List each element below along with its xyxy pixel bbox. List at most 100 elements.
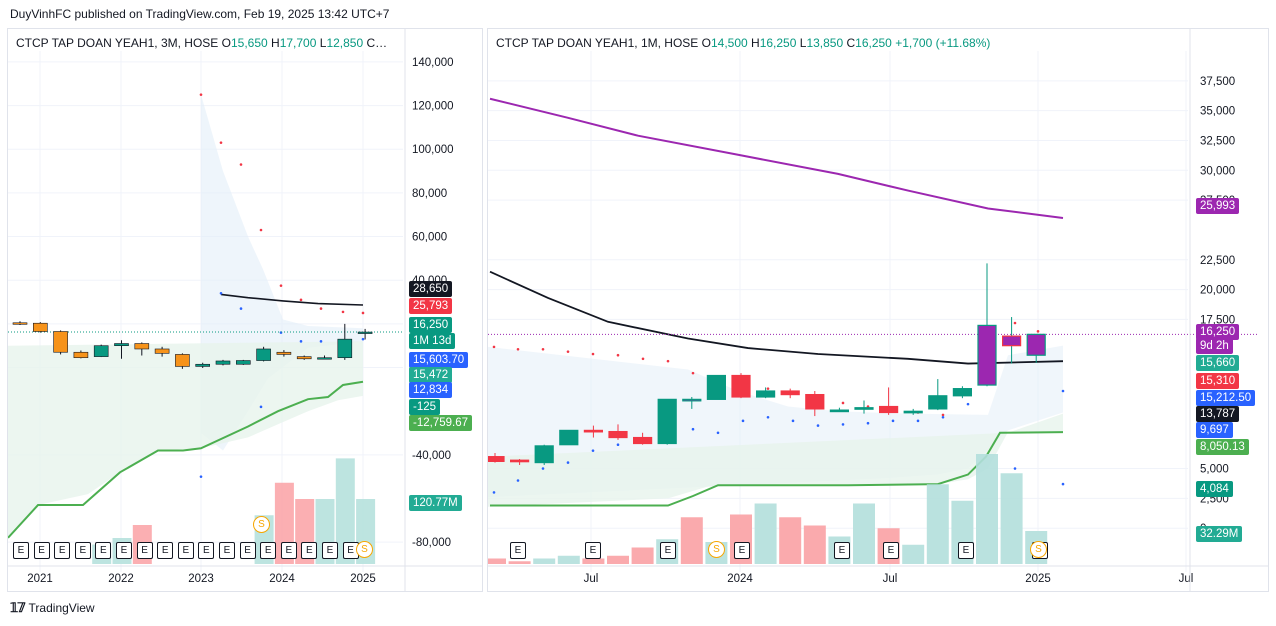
candle-body	[1026, 333, 1046, 356]
lower-dot	[616, 443, 620, 446]
lower-dot	[1061, 389, 1065, 393]
earnings-badge-icon[interactable]: E	[13, 542, 29, 559]
earnings-badge-icon[interactable]: E	[660, 542, 676, 559]
earnings-badge-icon[interactable]: E	[116, 542, 132, 559]
earnings-badge-icon[interactable]: E	[177, 542, 194, 559]
moving-average-black	[220, 293, 364, 306]
candle-body	[154, 348, 170, 354]
candle-body	[805, 393, 825, 410]
lower-dot	[361, 337, 365, 341]
symbol-label[interactable]: CTCP TAP DOAN YEAH1, 1M, HOSE	[496, 36, 699, 50]
earnings-badge-icon[interactable]: E	[136, 542, 153, 559]
earnings-badge-icon[interactable]: E	[883, 542, 899, 559]
earnings-badge-icon[interactable]: E	[734, 542, 750, 559]
candle-body	[633, 436, 653, 445]
moving-average-purple	[489, 97, 1064, 220]
earnings-badge-icon[interactable]: E	[834, 542, 850, 559]
chart-panel-3m[interactable]: CTCP TAP DOAN YEAH1, 3M, HOSE O15,650 H1…	[7, 28, 483, 592]
lower-dot	[1061, 482, 1065, 486]
price-axis-label: 32,500	[1200, 135, 1235, 147]
candle-body	[583, 429, 604, 433]
earnings-badge-icon[interactable]: E	[280, 542, 297, 559]
price-tag: 15,660	[1196, 355, 1240, 371]
chart-panel-1m[interactable]: CTCP TAP DOAN YEAH1, 1M, HOSE O14,500 H1…	[487, 28, 1269, 592]
candle-body	[780, 390, 800, 396]
sar-dot	[199, 93, 203, 96]
low-key: L	[319, 36, 327, 50]
earnings-badge-icon[interactable]: E	[219, 542, 235, 559]
candle-body	[53, 331, 68, 353]
volume-bar	[335, 458, 355, 564]
earnings-badge-icon[interactable]: E	[585, 542, 601, 559]
footer-brand[interactable]: 𝟙𝟟 TradingView	[10, 600, 95, 616]
lower-dot	[541, 467, 545, 470]
sar-dot	[566, 350, 570, 353]
dividend-badge-icon[interactable]: S	[253, 516, 270, 533]
support-band	[8, 341, 363, 538]
earnings-badge-icon[interactable]: E	[510, 542, 526, 559]
tradingview-logo-icon: 𝟙𝟟	[10, 600, 26, 615]
price-tag: 32.29M	[1196, 526, 1243, 542]
volume-bar	[680, 517, 703, 564]
symbol-label[interactable]: CTCP TAP DOAN YEAH1, 3M, HOSE	[16, 36, 219, 50]
earnings-badge-icon[interactable]: E	[33, 542, 50, 559]
lower-dot	[299, 340, 303, 343]
sar-dot	[941, 413, 945, 417]
price-axis-label: 120,000	[412, 101, 454, 113]
candle-body	[93, 345, 109, 357]
earnings-badge-icon[interactable]: E	[301, 542, 318, 559]
earnings-badge-icon[interactable]: E	[74, 542, 91, 559]
earnings-badge-icon[interactable]: E	[95, 542, 112, 559]
earnings-badge-icon[interactable]: E	[958, 542, 974, 559]
sar-dot	[341, 310, 345, 314]
volume-bar	[488, 558, 506, 564]
candle-body	[928, 395, 948, 410]
lower-dot	[741, 419, 745, 423]
price-tag: -12,759.67	[409, 415, 472, 431]
lower-dot	[591, 449, 595, 452]
time-axis-label: 2024	[269, 573, 295, 585]
candle-body	[879, 405, 899, 414]
candle-body	[296, 356, 312, 360]
candle-body	[195, 363, 210, 367]
candle-body	[256, 348, 271, 361]
earnings-badge-icon[interactable]: E	[260, 542, 277, 559]
high-key: H	[271, 36, 280, 50]
price-tag: 15,603.70	[409, 352, 469, 368]
close-key: C	[846, 36, 856, 50]
candle-body	[756, 390, 776, 398]
price-axis-label: 35,000	[1200, 106, 1235, 118]
time-axis-label: 2022	[108, 573, 134, 585]
earnings-badge-icon[interactable]: E	[54, 542, 71, 559]
price-axis-label: 37,500	[1200, 76, 1235, 88]
dividend-badge-icon[interactable]: S	[1030, 541, 1047, 558]
lower-dot	[766, 415, 770, 419]
earnings-badge-icon[interactable]: E	[157, 542, 174, 559]
sar-dot	[259, 228, 263, 232]
earnings-badge-icon[interactable]: E	[239, 542, 256, 559]
price-axis-label: 20,000	[1200, 285, 1235, 297]
dividend-badge-icon[interactable]: S	[356, 541, 373, 558]
price-chart-3m[interactable]: 140,000120,000100,00080,00060,00040,0002…	[8, 29, 482, 591]
price-axis-label: 22,500	[1200, 255, 1235, 267]
sar-dot	[641, 357, 645, 361]
volume-bar	[803, 525, 826, 564]
low-key: L	[799, 36, 807, 50]
candle-body	[236, 360, 251, 365]
earnings-badge-icon[interactable]: E	[198, 542, 215, 559]
candle-body	[952, 388, 972, 397]
volume-bar	[533, 558, 556, 564]
lower-dot	[492, 491, 496, 494]
candle-body	[1001, 335, 1022, 347]
sar-dot	[319, 307, 323, 310]
candle-body	[534, 445, 554, 464]
volume-bar	[853, 503, 875, 564]
dividend-badge-icon[interactable]: S	[708, 541, 725, 558]
earnings-badge-icon[interactable]: E	[322, 542, 338, 559]
candle-body	[134, 343, 150, 350]
candle-body	[488, 456, 505, 462]
sar-dot	[616, 353, 620, 357]
price-chart-1m[interactable]: 37,50035,00032,50030,00027,50022,50020,0…	[488, 29, 1268, 591]
time-axis-label: 2023	[188, 573, 214, 585]
price-axis-label: 17,500	[1200, 314, 1235, 326]
